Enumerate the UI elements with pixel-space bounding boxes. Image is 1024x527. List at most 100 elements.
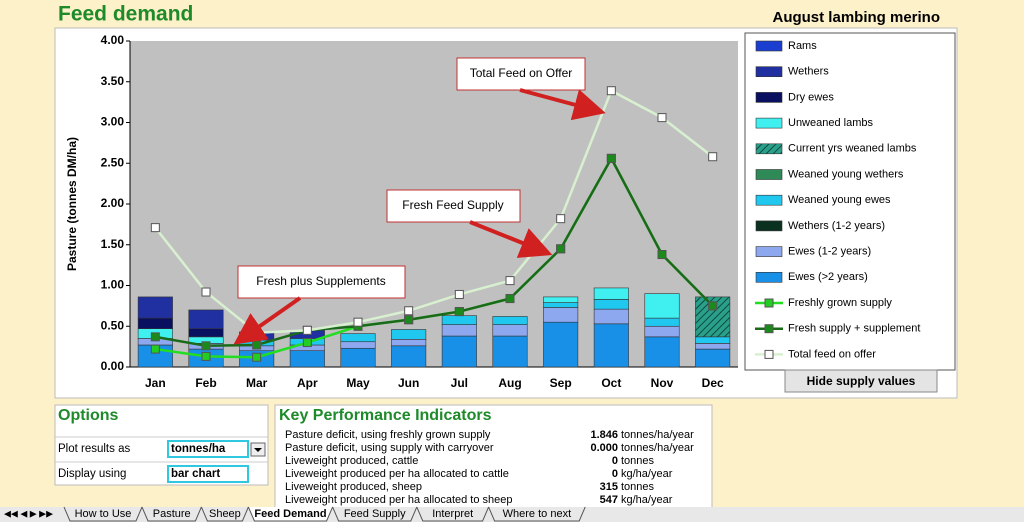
legend-label: Weaned young wethers — [788, 168, 904, 180]
annotation: Fresh Feed Supply — [402, 198, 503, 212]
marker — [302, 325, 312, 335]
tab[interactable] — [200, 506, 249, 522]
legend-label: Freshly grown supply — [788, 297, 892, 309]
bar-segment — [340, 347, 376, 368]
legend-swatch — [755, 40, 783, 52]
kpi-label: Liveweight produced per ha allocated to … — [285, 494, 513, 506]
kpi-value: 315 — [600, 481, 618, 493]
dropdown-arrow — [254, 448, 262, 452]
tab-label[interactable]: How to Use — [75, 508, 132, 520]
bar-segment — [441, 335, 477, 368]
legend-label: Rams — [788, 40, 817, 52]
marker — [201, 287, 211, 297]
kpi-unit: tonnes/ha/year — [621, 442, 694, 454]
marker — [505, 276, 515, 286]
marker — [150, 223, 160, 233]
option-value[interactable]: tonnes/ha — [171, 443, 226, 455]
legend-label: Ewes (>2 years) — [788, 271, 868, 283]
option-field[interactable] — [167, 465, 249, 483]
option-value[interactable]: bar chart — [171, 468, 220, 480]
bar-segment — [593, 323, 629, 368]
tab-label[interactable]: Sheep — [209, 508, 241, 520]
bar-segment — [644, 317, 680, 327]
legend-swatch — [755, 169, 783, 180]
marker — [302, 338, 312, 348]
kpi-unit: kg/ha/year — [621, 468, 673, 480]
legend-label: Wethers — [788, 66, 829, 78]
bar-segment — [188, 309, 224, 329]
bar-segment — [644, 336, 680, 368]
tab-label[interactable]: Where to next — [503, 508, 571, 520]
y-tick-label: 3.00 — [101, 115, 125, 129]
x-tick-label: Oct — [601, 376, 621, 390]
kpi-unit: tonnes — [621, 481, 655, 493]
bar-segment — [593, 308, 629, 325]
kpi-label: Liveweight produced, sheep — [285, 481, 422, 493]
bar-segment — [644, 325, 680, 338]
y-tick-label: 4.00 — [101, 33, 125, 47]
annotation: Total Feed on Offer — [470, 66, 573, 80]
legend-swatch — [764, 298, 774, 308]
bar-segment — [391, 338, 427, 347]
x-tick-label: Nov — [651, 376, 674, 390]
kpi-panel — [274, 404, 713, 510]
x-tick-label: Mar — [246, 376, 268, 390]
legend-swatch — [764, 324, 774, 334]
kpi-label: Pasture deficit, using supply with carry… — [285, 442, 494, 454]
legend-swatch — [755, 271, 783, 283]
kpi-unit: tonnes/ha/year — [621, 429, 694, 441]
option-label: Plot results as — [58, 443, 130, 455]
button[interactable] — [784, 369, 938, 393]
tab[interactable] — [332, 506, 418, 522]
kpi-value: 0.000 — [590, 442, 618, 454]
tab-label[interactable]: Feed Demand — [254, 508, 326, 520]
bar-segment — [137, 317, 173, 329]
marker — [708, 301, 718, 311]
hide-button[interactable]: Hide supply values — [784, 369, 938, 393]
annotation-box — [456, 57, 586, 91]
marker — [606, 153, 616, 163]
legend-swatch — [755, 66, 783, 77]
bar-segment — [137, 296, 173, 319]
tab-label[interactable]: Feed Supply — [344, 508, 406, 520]
tab[interactable] — [141, 506, 202, 522]
annotation-box — [386, 189, 521, 223]
bar-segment — [593, 287, 629, 300]
tab[interactable] — [488, 506, 586, 522]
marker — [404, 315, 414, 325]
marker — [556, 244, 566, 254]
marker — [657, 250, 667, 260]
option-field[interactable] — [167, 440, 249, 458]
marker — [556, 214, 566, 224]
kpi-unit: tonnes — [621, 455, 655, 467]
bar-segment — [695, 348, 731, 368]
marker — [404, 306, 414, 316]
bar-segment — [188, 328, 224, 338]
bar-segment — [340, 333, 376, 343]
marker — [252, 340, 262, 350]
tab[interactable] — [63, 506, 143, 522]
arrow — [469, 220, 553, 258]
tab[interactable] — [416, 506, 490, 522]
legend-swatch — [755, 246, 783, 257]
bar-segment — [340, 341, 376, 349]
bar-segment — [695, 343, 731, 350]
marker — [201, 351, 211, 361]
bar-segment — [543, 307, 579, 323]
button-label[interactable]: Hide supply values — [807, 374, 916, 388]
kpi-label: Liveweight produced, cattle — [285, 455, 418, 467]
legend-label: Wethers (1-2 years) — [788, 220, 885, 232]
tab-label[interactable]: Interpret — [432, 508, 473, 520]
option-label: Display using — [58, 468, 126, 480]
tab-nav[interactable]: ◀◀ ◀ ▶ ▶▶ — [4, 508, 53, 518]
bar-segment — [695, 336, 731, 344]
legend-swatch — [755, 92, 783, 103]
page-subtitle: August lambing merino — [772, 9, 940, 26]
bar-segment — [289, 350, 325, 368]
tab[interactable] — [247, 506, 334, 522]
annotation-box — [237, 265, 406, 299]
legend-swatch — [755, 143, 783, 155]
tab-label[interactable]: Pasture — [153, 508, 191, 520]
legend-swatch — [755, 117, 783, 129]
